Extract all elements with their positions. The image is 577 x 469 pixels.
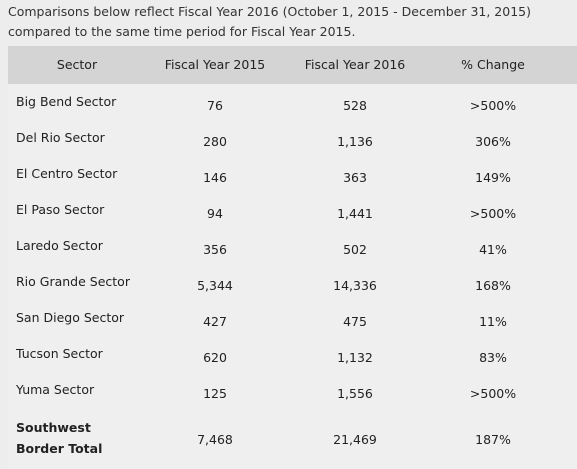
- intro-text: Comparisons below reflect Fiscal Year 20…: [8, 4, 531, 39]
- value-cell: 41%: [479, 242, 507, 257]
- sector-name: Tucson Sector: [16, 346, 103, 361]
- table-header: Sector Fiscal Year 2015 Fiscal Year 2016 % …: [8, 46, 577, 84]
- value-cell: 1,136: [337, 134, 373, 149]
- value-cell: 76: [207, 98, 223, 113]
- value-cell: 1,556: [337, 386, 373, 401]
- sector-name: San Diego Sector: [16, 310, 125, 325]
- value-cell: 5,344: [197, 278, 233, 293]
- sector-name: Del Rio Sector: [16, 130, 105, 145]
- value-cell: 356: [203, 242, 227, 257]
- value-cell: 14,336: [333, 278, 377, 293]
- sector-name: El Centro Sector: [16, 166, 118, 181]
- header-cell: Fiscal Year 2016: [304, 57, 406, 72]
- value-cell: 7,468: [197, 432, 233, 447]
- value-cell: 187%: [475, 432, 511, 447]
- sector-name: El Paso Sector: [16, 202, 105, 217]
- header-cell: % Change: [461, 57, 525, 72]
- value-cell: 363: [343, 170, 367, 185]
- value-cell: >500%: [469, 98, 517, 113]
- value-cell: 83%: [479, 350, 507, 365]
- header-cell: Sector: [56, 57, 98, 72]
- value-cell: 21,469: [333, 432, 377, 447]
- value-cell: 475: [343, 314, 367, 329]
- value-cell: 306%: [475, 134, 511, 149]
- value-cell: 528: [343, 98, 367, 113]
- value-cell: 125: [203, 386, 227, 401]
- sector-name: Big Bend Sector: [16, 94, 117, 109]
- table: Sector Fiscal Year 2015 Fiscal Year 2016 % …: [8, 46, 577, 469]
- value-cell: 168%: [475, 278, 511, 293]
- header-cell: Fiscal Year 2015: [164, 57, 266, 72]
- value-cell: 502: [343, 242, 367, 257]
- sector-name: Rio Grande Sector: [16, 274, 130, 289]
- value-cell: 427: [203, 314, 227, 329]
- value-cell: 11%: [479, 314, 507, 329]
- value-cell: 94: [207, 206, 223, 221]
- sector-name: Southwest Border Total: [16, 420, 103, 456]
- value-cell: 1,441: [337, 206, 373, 221]
- value-cell: >500%: [469, 386, 517, 401]
- value-cell: 1,132: [337, 350, 373, 365]
- sector-name: Yuma Sector: [16, 382, 95, 397]
- value-cell: >500%: [469, 206, 517, 221]
- value-cell: 149%: [475, 170, 511, 185]
- value-cell: 146: [203, 170, 227, 185]
- value-cell: 620: [203, 350, 227, 365]
- sector-name: Laredo Sector: [16, 238, 103, 253]
- value-cell: 280: [203, 134, 227, 149]
